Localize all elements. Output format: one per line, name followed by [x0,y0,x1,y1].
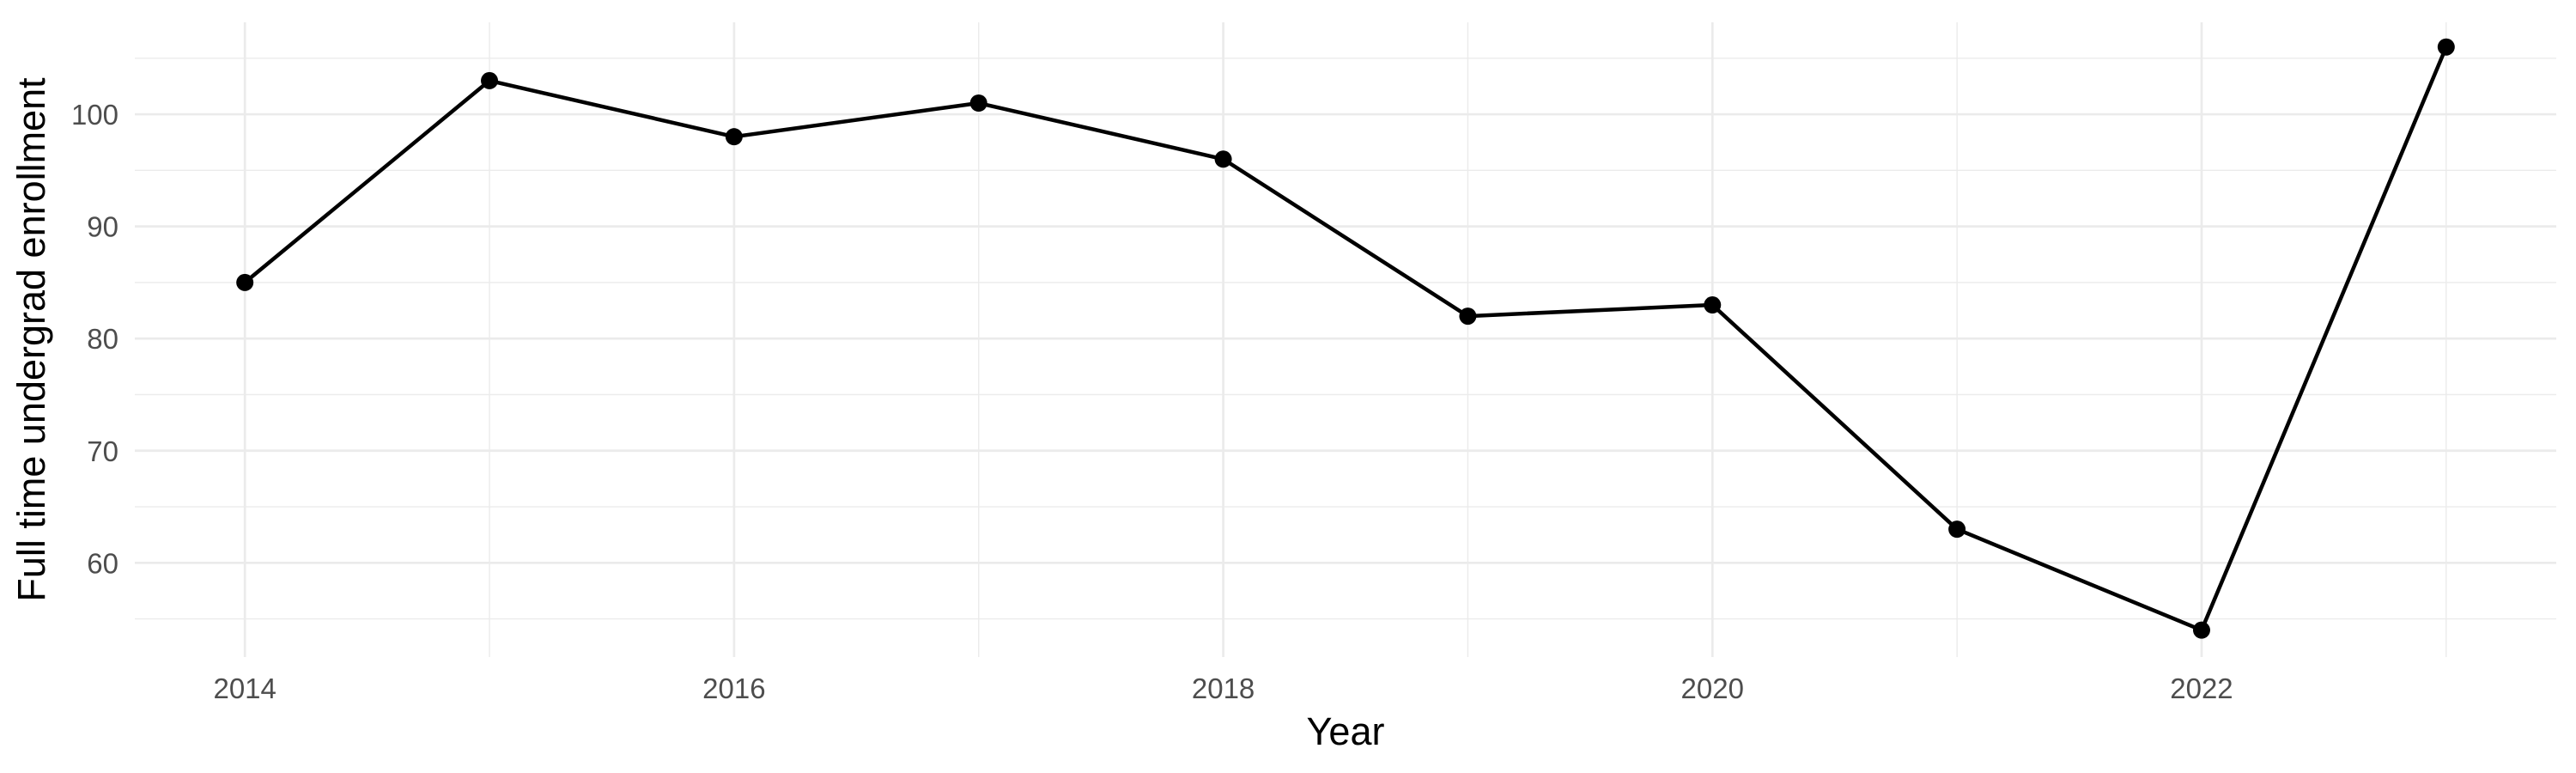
major-gridlines [135,22,2556,657]
y-axis-tick-labels: 60 70 80 90 100 [71,99,118,579]
data-point [1214,150,1232,168]
x-tick-label: 2018 [1192,673,1255,704]
x-axis-title: Year [1307,709,1385,753]
y-tick-label: 80 [87,323,118,355]
minor-gridlines [135,22,2556,657]
y-tick-label: 70 [87,435,118,467]
y-axis-title: Full time undergrad enrollment [9,77,53,602]
y-tick-label: 60 [87,547,118,579]
data-point [1948,520,1966,539]
data-points [236,38,2455,639]
enrollment-line-series [242,45,2449,632]
data-point [725,128,743,146]
x-tick-label: 2016 [702,673,765,704]
data-point [969,94,987,113]
data-point [1459,307,1477,326]
x-tick-label: 2014 [213,673,276,704]
x-tick-label: 2020 [1681,673,1744,704]
data-point [236,273,254,291]
y-tick-label: 100 [71,99,118,131]
data-point [2437,38,2455,56]
data-point [1704,296,1722,314]
data-point [481,71,499,89]
x-axis-tick-labels: 2014 2016 2018 2020 2022 [213,673,2233,704]
x-tick-label: 2022 [2170,673,2233,704]
data-point [2192,621,2210,639]
y-tick-label: 90 [87,211,118,243]
